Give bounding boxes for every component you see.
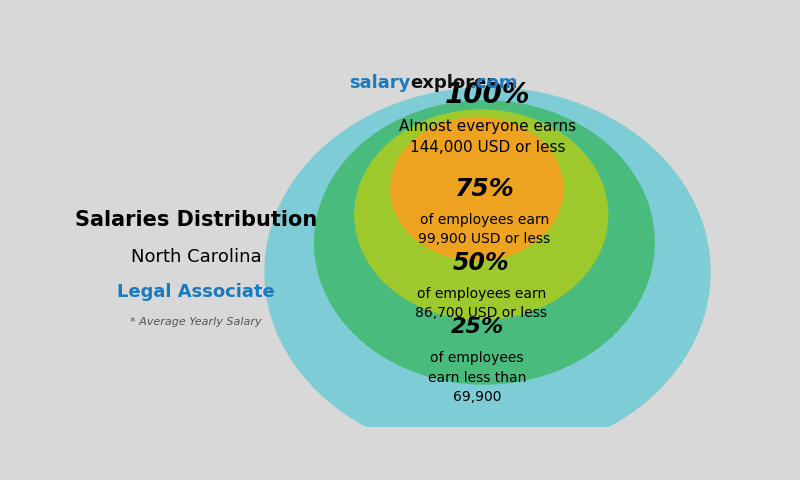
- Ellipse shape: [314, 100, 655, 384]
- Text: explorer: explorer: [410, 74, 495, 92]
- Text: of employees earn
86,700 USD or less: of employees earn 86,700 USD or less: [415, 287, 547, 320]
- Text: .com: .com: [469, 74, 518, 92]
- Text: North Carolina: North Carolina: [130, 248, 262, 266]
- Text: salary: salary: [349, 74, 410, 92]
- Text: of employees
earn less than
69,900: of employees earn less than 69,900: [428, 351, 526, 405]
- Ellipse shape: [390, 117, 564, 261]
- Text: * Average Yearly Salary: * Average Yearly Salary: [130, 317, 262, 327]
- Text: 100%: 100%: [445, 81, 530, 108]
- Ellipse shape: [264, 87, 710, 457]
- Text: Legal Associate: Legal Associate: [118, 283, 275, 301]
- Text: Salaries Distribution: Salaries Distribution: [75, 210, 318, 230]
- Text: 50%: 50%: [453, 251, 510, 275]
- Text: Almost everyone earns
144,000 USD or less: Almost everyone earns 144,000 USD or les…: [399, 119, 576, 155]
- Text: 25%: 25%: [450, 317, 503, 337]
- Text: of employees earn
99,900 USD or less: of employees earn 99,900 USD or less: [418, 213, 550, 246]
- Text: 75%: 75%: [454, 177, 514, 201]
- Ellipse shape: [354, 109, 608, 320]
